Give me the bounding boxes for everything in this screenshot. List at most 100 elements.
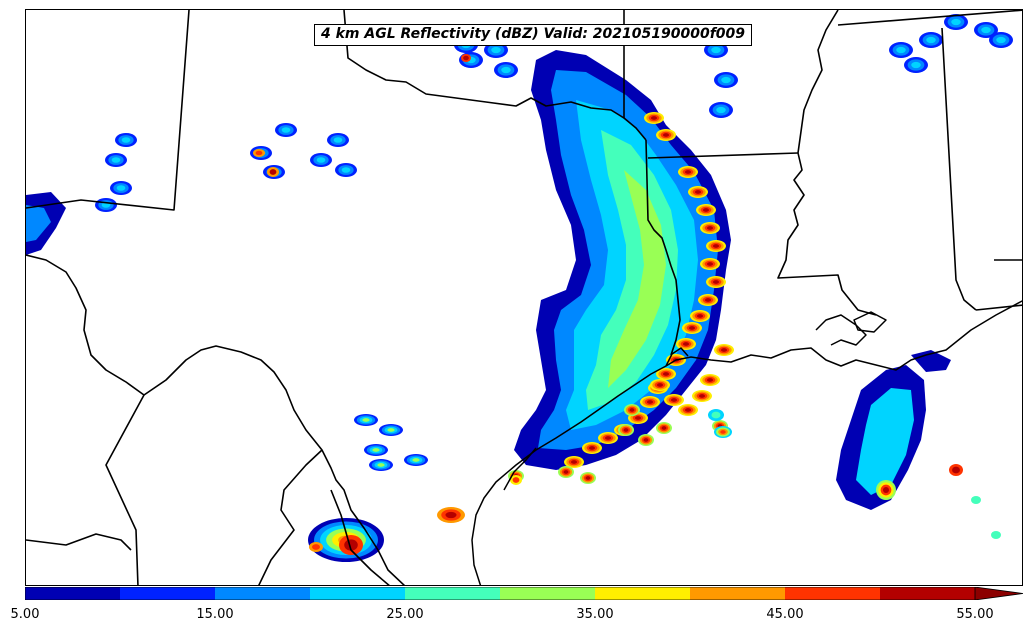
colorbar-segment [120,587,216,600]
border-ga-fl [975,304,1022,311]
border-mx-state-1 [105,394,145,585]
colorbar-tick-label: 55.00 [956,607,994,622]
echo-cell [344,539,358,551]
echo-cell [588,446,596,450]
echo-cell [116,185,126,191]
echo-cell [121,137,131,143]
echo-cell [623,428,629,432]
echo-cell [684,408,692,412]
echo-cell [563,470,569,474]
echo-cell [971,496,981,504]
echo-cell [269,169,277,175]
colorbar-segment [405,587,501,600]
echo-cell [255,150,263,156]
echo-cell [926,36,936,44]
echo-cell [706,226,714,230]
echo-cell [688,326,696,330]
border-nm-west [26,10,190,211]
echo-cell [312,544,320,550]
echo-cell [721,76,731,84]
echo-cell [463,55,469,61]
border-red-river [343,10,647,141]
colorbar-segment [595,587,691,600]
colorbar-segment [785,587,881,600]
border-mx-state-3 [258,449,323,585]
echo-cell [952,466,960,474]
echo-cell [711,46,721,54]
echo-cell [706,378,714,382]
echo-cell [512,477,520,483]
echo-cell [720,430,726,434]
colorbar-extend-arrow [974,587,1023,600]
border-mx-state-4 [330,489,390,585]
border-ar-la [647,152,799,159]
echo-cell [570,460,578,464]
colorbar-tick-label: 15.00 [196,607,234,622]
coast-texas [471,300,1022,585]
reflectivity-map [26,10,1022,585]
echo-region [26,205,51,242]
border-rio-grande [26,254,406,585]
colorbar-segment [215,587,311,600]
echo-band-layer4 [586,130,678,410]
echo-cell [377,463,385,467]
border-mississippi [777,152,877,316]
coast-la-lake [853,311,887,333]
echo-cell [696,314,704,318]
echo-cell [491,46,501,54]
echo-cell [643,438,649,442]
echo-cell [445,511,457,519]
echo-cell [341,167,351,173]
echo-cell [882,486,890,494]
echo-cell [911,61,921,69]
colorbar-segment [310,587,406,600]
echo-la-cluster-l2 [856,388,914,495]
echo-cell [316,157,326,163]
echo-cell [281,127,291,133]
echo-cell [661,426,667,430]
echo-cell [896,46,906,54]
echo-cell [712,244,720,248]
echo-cell [706,262,714,266]
echo-cell [333,137,343,143]
map-title: 4 km AGL Reflectivity (dBZ) Valid: 20210… [314,24,753,46]
echo-cell [712,280,720,284]
colorbar-tick-label: 35.00 [576,607,614,622]
echo-cell [662,133,670,137]
border-al-ga [941,27,977,311]
echo-cell [981,26,991,34]
colorbar-tick-label: 45.00 [766,607,804,622]
echo-cell [387,428,395,432]
echo-cell [720,348,728,352]
colorbar-segment [690,587,786,600]
border-sabine [645,139,681,356]
colorbar-tick-label: 25.00 [386,607,424,622]
echo-cell [111,157,121,163]
echo-cell [951,18,961,26]
echo-cell [711,411,721,419]
map-panel: 4 km AGL Reflectivity (dBZ) Valid: 20210… [25,9,1023,586]
echo-cell [646,400,654,404]
echo-cell-east [911,350,951,372]
echo-cell [372,448,380,452]
colorbar-tick-label: 5.00 [10,607,40,622]
echo-cell [716,106,726,114]
gulf-coastline [471,300,1022,585]
echo-cell [704,298,712,302]
echo-cell [698,394,706,398]
echo-cell [604,436,612,440]
border-ms-al [797,10,839,154]
echo-cell [634,416,642,420]
echo-cell [684,170,692,174]
echo-cell [662,372,670,376]
border-ms-tn [837,10,1022,26]
coast-galveston [665,347,689,367]
echo-cell [412,458,420,462]
echo-cell [650,116,658,120]
echo-cell [362,418,370,422]
echo-cell [682,342,690,346]
echo-cell [629,408,635,412]
echo-cell [656,383,664,387]
echo-cell [991,531,1001,539]
echo-cell [585,476,591,480]
